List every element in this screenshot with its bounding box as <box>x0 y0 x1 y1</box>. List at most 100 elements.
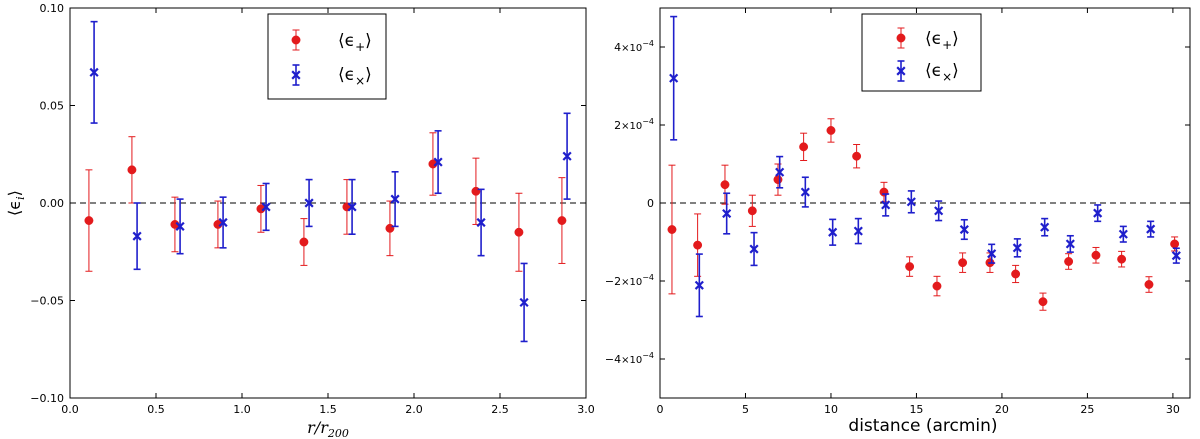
right-point-cross-6-marker <box>828 227 838 237</box>
right-point-plus-7-marker <box>852 151 862 161</box>
left-point-cross-11 <box>562 112 572 200</box>
right-xtick-label-2: 10 <box>824 403 838 416</box>
right-point-cross-4-marker <box>775 167 785 177</box>
left-point-cross-9 <box>476 188 486 257</box>
right-point-plus-8-marker <box>879 187 889 197</box>
right-legend-marker-cross-marker-stroke-b <box>896 66 906 76</box>
left-point-cross-1 <box>132 202 142 271</box>
right-plot-area: 0 5 10 15 20 25 30 −4×10−4 −2×10−4 0 2×10−4 4×10−4 <box>605 7 1191 416</box>
right-xtick-label-1: 5 <box>742 403 749 416</box>
right-legend-entry-cross: ⟨ϵ×⟩ <box>896 60 959 84</box>
left-point-cross-2-marker <box>175 221 185 231</box>
right-point-cross-15-marker <box>1065 239 1075 249</box>
right-point-cross-5-marker <box>800 187 810 197</box>
left-point-cross-10-marker <box>519 297 529 308</box>
right-point-plus-4-marker <box>773 175 783 185</box>
right-point-cross-17 <box>1118 225 1128 243</box>
right-ytick-label-0: −4×10−4 <box>605 351 654 366</box>
right-point-cross-16-marker <box>1093 208 1103 218</box>
left-point-cross-2-marker-stroke-b <box>175 221 185 231</box>
left-point-cross-3 <box>218 196 228 249</box>
left-point-cross-4-marker <box>261 202 271 212</box>
right-point-cross-10 <box>934 200 944 222</box>
left-legend-marker-cross-marker <box>291 70 301 80</box>
right-legend-marker-plus <box>896 27 906 49</box>
left-point-cross-1-marker <box>132 231 142 241</box>
right-point-plus-10-marker <box>932 281 942 291</box>
right-xtick-label-5: 25 <box>1080 403 1094 416</box>
right-point-cross-11-marker-stroke-b <box>959 224 969 235</box>
left-ytick-label-2: 0.00 <box>40 197 65 210</box>
left-legend-entry-cross: ⟨ϵ×⟩ <box>291 64 372 88</box>
left-point-plus-10 <box>514 192 524 272</box>
right-legend-marker-cross-marker <box>896 66 906 76</box>
right-point-cross-4 <box>775 155 785 189</box>
left-point-cross-6-marker-stroke-b <box>347 202 357 212</box>
right-ytick-label-2: 0 <box>647 197 654 210</box>
right-point-cross-2-marker-stroke-b <box>722 208 732 219</box>
right-point-cross-1 <box>694 253 704 318</box>
right-point-cross-4-marker-stroke-b <box>775 167 785 177</box>
left-plot-area: 0.0 0.5 1.0 1.5 2.0 2.5 3.0 −0.10 −0.05 0.00 0.05 0… <box>30 2 594 416</box>
left-point-cross-8-marker <box>433 157 443 167</box>
left-xtick-label-6: 3.0 <box>577 403 595 416</box>
right-point-cross-3-marker-stroke-b <box>749 244 759 254</box>
left-point-cross-7-marker-stroke-b <box>390 194 400 204</box>
right-point-plus-16-marker <box>1091 250 1101 260</box>
left-xtick-label-5: 2.5 <box>491 403 509 416</box>
right-point-plus-3 <box>747 194 757 227</box>
right-point-cross-14-marker-stroke-b <box>1040 222 1050 232</box>
right-legend-entry-plus: ⟨ϵ+⟩ <box>896 27 959 52</box>
left-legend-entry-plus: ⟨ϵ+⟩ <box>291 29 372 54</box>
right-xtick-label-3: 15 <box>909 403 923 416</box>
right-legend-marker-plus-marker <box>896 33 906 43</box>
left-point-cross-8 <box>433 130 443 195</box>
right-point-cross-9-marker-stroke-b <box>906 197 916 207</box>
right-point-plus-11 <box>958 252 968 273</box>
right-point-plus-15-marker <box>1064 257 1074 266</box>
right-point-plus-14-marker <box>1038 297 1048 307</box>
right-point-cross-7 <box>853 217 863 245</box>
right-point-cross-2 <box>722 192 732 235</box>
left-point-plus-0-marker <box>84 216 94 226</box>
left-point-cross-11-marker <box>562 151 572 161</box>
right-legend-label-cross: ⟨ϵ×⟩ <box>925 61 959 84</box>
left-point-cross-2 <box>175 198 185 255</box>
left-ytick-label-3: 0.05 <box>40 100 65 113</box>
left-point-cross-9-marker <box>476 217 486 228</box>
left-point-cross-6 <box>347 178 357 235</box>
left-xtick-label-3: 1.5 <box>319 403 337 416</box>
left-panel: 0.0 0.5 1.0 1.5 2.0 2.5 3.0 −0.10 −0.05 0.00 0.05 0… <box>5 2 595 439</box>
right-point-cross-9-marker <box>906 197 916 207</box>
right-point-plus-17-marker <box>1117 254 1127 264</box>
left-ylabel: ⟨ϵi⟩ <box>5 190 27 216</box>
left-point-cross-8-marker-stroke-b <box>433 157 443 167</box>
right-point-cross-0-marker-stroke-b <box>669 73 679 83</box>
left-legend-box <box>267 13 387 100</box>
right-point-cross-12 <box>987 243 997 264</box>
right-ytick-label-4: 4×10−4 <box>614 39 654 54</box>
right-point-cross-8-marker-stroke-b <box>881 200 891 210</box>
right-point-cross-8-marker <box>881 200 891 210</box>
left-ytick-label-0: −0.10 <box>30 392 64 405</box>
right-point-plus-6 <box>826 118 836 143</box>
right-panel: 0 5 10 15 20 25 30−4×10−4−2×10−402×10−44×10−4 … <box>605 7 1191 436</box>
left-xtick-label-2: 1.0 <box>233 403 251 416</box>
left-point-cross-9-marker-stroke-b <box>476 217 486 228</box>
right-point-cross-19 <box>1171 247 1181 264</box>
right-ytick-label-1: −2×10−4 <box>605 273 654 288</box>
right-point-plus-13 <box>1011 264 1021 284</box>
right-point-cross-7-marker <box>853 226 863 236</box>
right-point-cross-13 <box>1012 238 1022 258</box>
right-point-plus-3-marker <box>747 206 757 216</box>
right-point-cross-11-marker <box>959 224 969 235</box>
right-point-cross-8 <box>881 193 891 217</box>
right-xtick-label-6: 30 <box>1166 403 1180 416</box>
right-legend-label-plus: ⟨ϵ+⟩ <box>925 29 959 52</box>
right-point-cross-17-marker <box>1118 229 1128 239</box>
right-point-plus-6-marker <box>826 126 836 135</box>
right-point-cross-12-marker <box>987 249 997 259</box>
left-point-cross-4-marker-stroke-b <box>261 202 271 212</box>
left-point-cross-5-marker-stroke-b <box>304 198 314 208</box>
left-ytick-label-1: −0.05 <box>30 295 64 308</box>
